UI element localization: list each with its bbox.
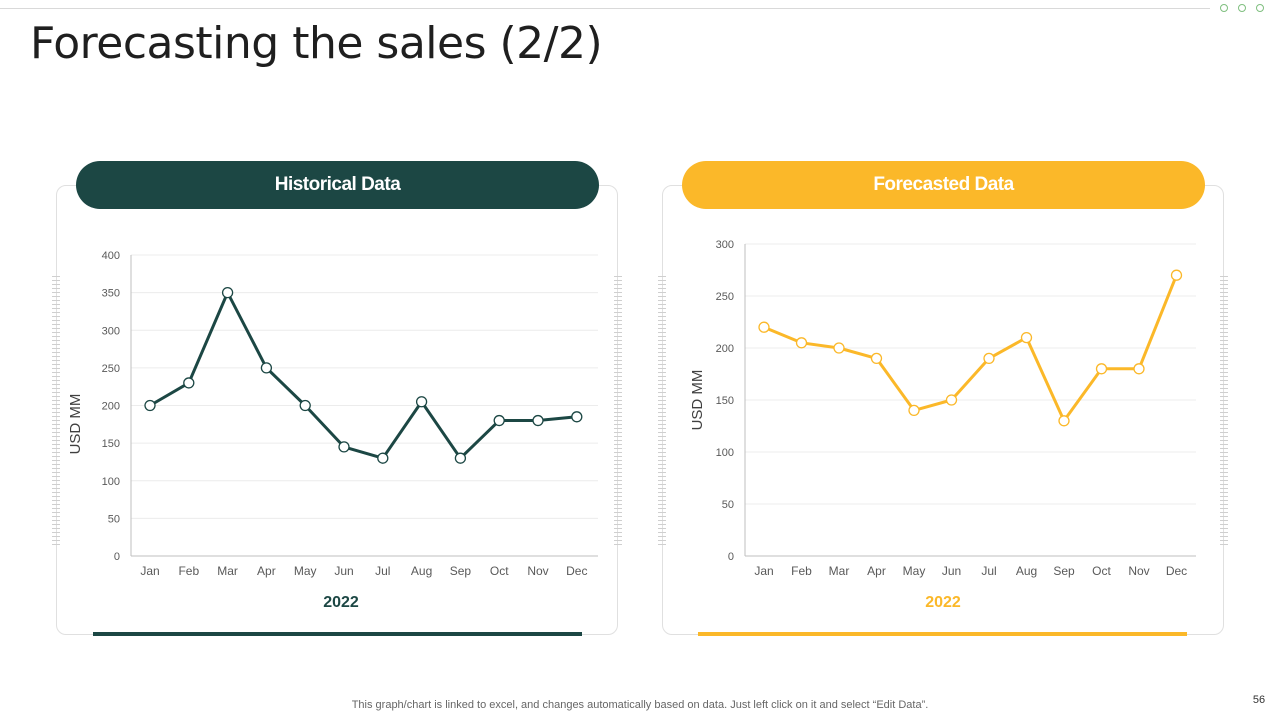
historical-header: Historical Data xyxy=(76,161,599,209)
fc-x-tick-label: Mar xyxy=(829,564,850,578)
hist-data-point xyxy=(183,377,195,389)
hist-y-tick-label: 400 xyxy=(102,250,120,262)
fc-x-tick-label: Sep xyxy=(1053,564,1075,578)
fc-data-point xyxy=(983,352,995,365)
hist-x-tick-label: Jul xyxy=(375,564,390,578)
hist-x-axis-label: 2022 xyxy=(323,594,359,611)
hist-y-tick-label: 300 xyxy=(102,325,120,337)
fc-y-axis-label: USD MM xyxy=(689,370,706,431)
hist-data-point xyxy=(377,452,389,464)
hist-x-tick-label: Aug xyxy=(411,564,432,578)
fc-x-tick-label: Oct xyxy=(1092,564,1111,578)
hist-data-point xyxy=(454,452,467,464)
fc-series-line xyxy=(763,274,1178,423)
hist-data-point xyxy=(338,441,350,453)
fc-x-tick-label: Dec xyxy=(1166,564,1187,578)
hist-data-point xyxy=(532,414,544,427)
decorative-dots xyxy=(1220,4,1264,12)
hist-y-tick-label: 350 xyxy=(102,288,120,300)
fc-data-point xyxy=(758,321,770,333)
fc-x-tick-label: May xyxy=(903,564,926,578)
hist-data-point xyxy=(221,286,234,299)
fc-y-tick-label: 250 xyxy=(716,291,734,303)
hist-x-tick-label: Oct xyxy=(490,564,509,578)
fc-data-point xyxy=(870,352,883,365)
hist-y-tick-label: 250 xyxy=(102,363,120,375)
hist-data-point xyxy=(260,362,273,374)
fc-data-point xyxy=(795,337,808,349)
fc-x-axis-label: 2022 xyxy=(925,594,961,611)
fc-data-point xyxy=(833,342,845,354)
page-number: 56 xyxy=(1252,694,1266,706)
hist-x-tick-label: Apr xyxy=(257,564,276,578)
hist-x-tick-label: Jun xyxy=(334,564,353,578)
hist-y-axis-label: USD MM xyxy=(67,394,84,455)
hist-data-point xyxy=(144,399,156,412)
hist-y-tick-label: 50 xyxy=(108,513,120,525)
fc-y-tick-label: 150 xyxy=(716,395,734,407)
hist-data-point xyxy=(571,411,583,423)
fc-x-tick-label: Apr xyxy=(867,564,886,578)
fc-data-point xyxy=(1170,269,1183,281)
fc-data-point xyxy=(1020,331,1033,344)
hist-y-tick-label: 200 xyxy=(102,401,120,413)
page-title: Forecasting the sales (2/2) xyxy=(30,18,603,69)
hist-x-tick-label: Jan xyxy=(140,564,159,578)
hist-data-point xyxy=(415,396,428,408)
fc-data-point xyxy=(1133,363,1145,375)
hist-x-tick-label: Sep xyxy=(450,564,472,578)
footer-note: This graph/chart is linked to excel, and… xyxy=(351,699,929,711)
fc-y-tick-label: 100 xyxy=(716,447,734,459)
fc-data-point xyxy=(945,394,958,406)
fc-y-tick-label: 200 xyxy=(716,343,734,355)
hist-y-tick-label: 150 xyxy=(102,438,120,450)
fc-y-tick-label: 300 xyxy=(716,239,734,251)
fc-x-tick-label: Nov xyxy=(1128,564,1149,578)
hist-series-line xyxy=(149,291,577,460)
fc-data-point xyxy=(1058,415,1070,427)
top-divider xyxy=(0,8,1210,9)
fc-data-point xyxy=(908,404,920,417)
forecast-accent-bar xyxy=(698,632,1187,636)
hist-data-point xyxy=(299,399,311,412)
hist-y-tick-label: 0 xyxy=(114,551,120,563)
forecast-header: Forecasted Data xyxy=(682,161,1205,209)
fc-y-tick-label: 50 xyxy=(722,499,734,511)
fc-x-tick-label: Feb xyxy=(791,564,812,578)
hist-x-tick-label: May xyxy=(294,564,317,578)
fc-x-tick-label: Jan xyxy=(754,564,773,578)
hist-x-tick-label: Dec xyxy=(566,564,587,578)
hist-x-tick-label: Mar xyxy=(217,564,238,578)
fc-x-tick-label: Jul xyxy=(981,564,996,578)
fc-y-tick-label: 0 xyxy=(728,551,734,563)
fc-x-tick-label: Jun xyxy=(942,564,961,578)
forecast-card xyxy=(658,185,1228,635)
historical-accent-bar xyxy=(93,632,582,636)
fc-x-tick-label: Aug xyxy=(1016,564,1037,578)
hist-x-tick-label: Nov xyxy=(527,564,548,578)
hist-data-point xyxy=(493,414,505,427)
fc-data-point xyxy=(1095,363,1108,375)
hist-x-tick-label: Feb xyxy=(178,564,199,578)
hist-y-tick-label: 100 xyxy=(102,476,120,488)
